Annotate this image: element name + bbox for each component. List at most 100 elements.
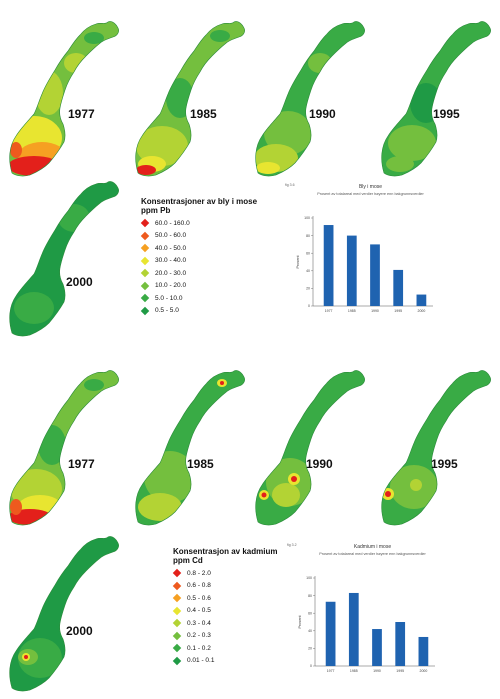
legend-item: 0.01 - 0.1 bbox=[172, 655, 277, 668]
legend-label: 0.2 - 0.3 bbox=[187, 632, 211, 640]
bar bbox=[393, 269, 404, 306]
legend-label: 0.1 - 0.2 bbox=[187, 644, 211, 652]
legend-swatch bbox=[140, 219, 150, 228]
legend-item: 50.0 - 60.0 bbox=[140, 230, 257, 243]
cadmium-bar-chart: fig 3.2 Kadmium i mose Prosent av totalare… bbox=[287, 543, 435, 673]
legend-label: 0.4 - 0.5 bbox=[187, 607, 211, 615]
legend-swatch bbox=[172, 606, 182, 615]
legend-item: 0.4 - 0.5 bbox=[172, 605, 277, 618]
legend-items: 60.0 - 160.0 50.0 - 60.0 40.0 - 50.0 30.0 -… bbox=[140, 217, 257, 318]
y-tick-label: 100 bbox=[306, 576, 312, 580]
cadmium-map-2000 bbox=[9, 535, 120, 692]
map-year-label: 2000 bbox=[66, 624, 93, 638]
legend-swatch bbox=[140, 244, 150, 253]
legend-swatch bbox=[140, 231, 150, 240]
y-axis-label: Prosent bbox=[298, 615, 302, 629]
legend-title: Konsentrasjon av kadmium ppm Cd bbox=[173, 547, 278, 565]
map-year-label: 1977 bbox=[68, 457, 95, 471]
lead-map-1995 bbox=[381, 20, 492, 177]
bar bbox=[348, 592, 359, 666]
cadmium-map-1990 bbox=[255, 369, 366, 526]
bar bbox=[325, 601, 336, 666]
legend-item: 10.0 - 20.0 bbox=[140, 280, 257, 293]
y-tick-label: 0 bbox=[310, 664, 312, 668]
map-year-label: 2000 bbox=[66, 275, 93, 289]
legend-label: 30.0 - 40.0 bbox=[155, 257, 187, 265]
legend-label: 0.8 - 2.0 bbox=[187, 569, 211, 577]
lead-map-2000 bbox=[9, 180, 120, 337]
bar bbox=[418, 636, 429, 666]
legend-item: 20.0 - 30.0 bbox=[140, 267, 257, 280]
lead-bar-chart: fig 3.6 Bly i mose Prosent av totalareal m… bbox=[285, 183, 433, 313]
legend-swatch bbox=[172, 581, 182, 590]
legend-swatch bbox=[172, 619, 182, 628]
lead-map-1985 bbox=[135, 20, 246, 177]
map-year-label: 1985 bbox=[190, 107, 217, 121]
legend-item: 0.2 - 0.3 bbox=[172, 630, 277, 643]
chart-fig-label: fig 3.2 bbox=[287, 543, 297, 547]
x-tick-label: 1977 bbox=[327, 669, 335, 673]
legend-label: 10.0 - 20.0 bbox=[155, 282, 187, 290]
legend-label: 50.0 - 60.0 bbox=[155, 232, 187, 240]
cadmium-map-1977 bbox=[9, 369, 120, 526]
x-tick-label: 2000 bbox=[418, 309, 426, 313]
legend-items: 0.8 - 2.0 0.6 - 0.8 0.5 - 0.6 0.4 - 0.5 0.3 … bbox=[172, 567, 277, 668]
x-tick-label: 1995 bbox=[394, 309, 402, 313]
legend-label: 40.0 - 50.0 bbox=[155, 244, 187, 252]
bar bbox=[395, 622, 406, 666]
bar bbox=[416, 294, 427, 306]
x-tick-label: 1990 bbox=[371, 309, 379, 313]
legend-swatch bbox=[140, 294, 150, 303]
bar bbox=[323, 225, 334, 306]
y-tick-label: 60 bbox=[308, 611, 312, 615]
map-year-label: 1990 bbox=[309, 107, 336, 121]
legend-label: 60.0 - 160.0 bbox=[155, 219, 190, 227]
legend-swatch bbox=[172, 631, 182, 640]
x-tick-label: 1995 bbox=[396, 669, 404, 673]
legend-item: 0.8 - 2.0 bbox=[172, 567, 277, 580]
legend-item: 30.0 - 40.0 bbox=[140, 255, 257, 268]
lead-map-1990 bbox=[255, 20, 366, 177]
legend-item: 0.1 - 0.2 bbox=[172, 642, 277, 655]
lead-map-1977 bbox=[9, 20, 120, 177]
chart-title: Bly i mose bbox=[359, 184, 382, 190]
legend-swatch bbox=[140, 281, 150, 290]
legend-item: 40.0 - 50.0 bbox=[140, 242, 257, 255]
legend-swatch bbox=[140, 269, 150, 278]
legend-item: 0.5 - 5.0 bbox=[140, 305, 257, 318]
legend-swatch bbox=[140, 256, 150, 265]
cadmium-map-1995 bbox=[381, 369, 492, 526]
y-tick-label: 80 bbox=[306, 234, 310, 238]
cadmium-map-1985 bbox=[135, 369, 246, 526]
chart-subtitle: Prosent av totalareal med verdier høyere… bbox=[319, 552, 426, 556]
map-year-label: 1977 bbox=[68, 107, 95, 121]
bar bbox=[372, 629, 382, 666]
chart-title: Kadmium i mose bbox=[354, 544, 391, 550]
legend-item: 60.0 - 160.0 bbox=[140, 217, 257, 230]
legend-swatch bbox=[172, 594, 182, 603]
y-tick-label: 20 bbox=[308, 647, 312, 651]
legend-item: 0.5 - 0.6 bbox=[172, 592, 277, 605]
legend-label: 0.3 - 0.4 bbox=[187, 619, 211, 627]
map-year-label: 1995 bbox=[433, 107, 460, 121]
map-year-label: 1990 bbox=[306, 457, 333, 471]
legend-label: 0.5 - 0.6 bbox=[187, 594, 211, 602]
legend-item: 5.0 - 10.0 bbox=[140, 292, 257, 305]
legend-label: 5.0 - 10.0 bbox=[155, 294, 183, 302]
lead-legend: Konsentrasjoner av bly i mose ppm Pb 60.… bbox=[140, 197, 257, 318]
x-tick-label: 1985 bbox=[350, 669, 358, 673]
legend-label: 20.0 - 30.0 bbox=[155, 269, 187, 277]
bar bbox=[370, 244, 380, 306]
y-tick-label: 100 bbox=[304, 216, 310, 220]
y-axis-label: Prosent bbox=[296, 255, 300, 269]
legend-label: 0.5 - 5.0 bbox=[155, 307, 179, 315]
x-tick-label: 1985 bbox=[348, 309, 356, 313]
chart-subtitle: Prosent av totalareal med verdier høyere… bbox=[317, 192, 424, 196]
y-tick-label: 40 bbox=[306, 269, 310, 273]
chart-fig-label: fig 3.6 bbox=[285, 183, 295, 187]
bar bbox=[346, 235, 357, 306]
map-year-label: 1985 bbox=[187, 457, 214, 471]
legend-label: 0.01 - 0.1 bbox=[187, 657, 215, 665]
legend-item: 0.3 - 0.4 bbox=[172, 617, 277, 630]
legend-swatch bbox=[172, 644, 182, 653]
